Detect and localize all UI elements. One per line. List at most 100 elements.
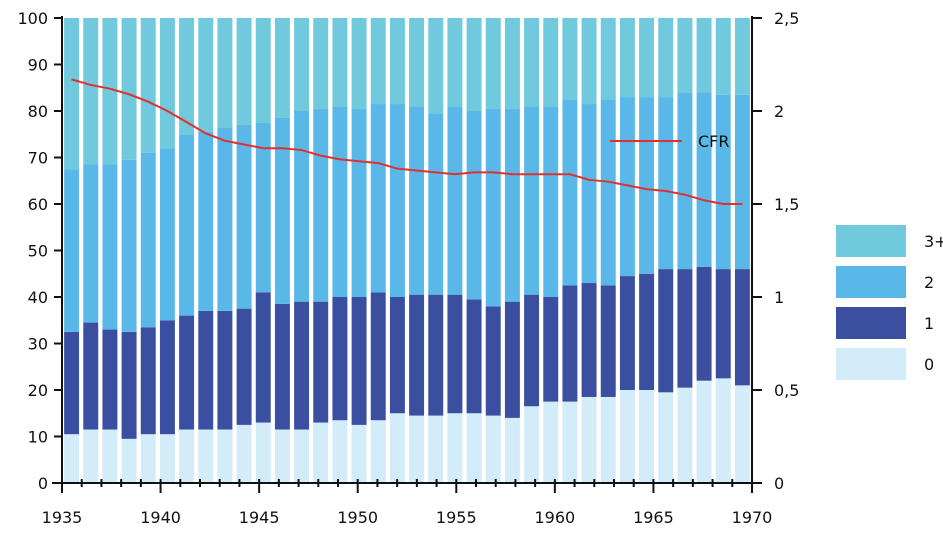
bar-segment-3+-1935 bbox=[64, 18, 80, 170]
bar-segment-2-1970 bbox=[734, 94, 750, 270]
bar-segment-1-1949 bbox=[332, 297, 348, 421]
bar-segment-3+-1959 bbox=[524, 18, 540, 107]
bar-segment-3+-1951 bbox=[370, 18, 386, 105]
bar-segment-1-1939 bbox=[140, 327, 156, 435]
bar-segment-1-1959 bbox=[524, 294, 540, 407]
bar-segment-2-1961 bbox=[562, 99, 578, 286]
right-tick-label: 0 bbox=[774, 474, 784, 493]
bar-segment-2-1968 bbox=[696, 92, 712, 267]
bar-segment-2-1945 bbox=[255, 122, 271, 293]
bar-segment-0-1956 bbox=[466, 413, 482, 483]
bar-segment-2-1969 bbox=[715, 94, 731, 270]
x-tick-label: 1960 bbox=[534, 508, 575, 527]
bar-segment-1-1948 bbox=[313, 301, 329, 423]
bar-segment-0-1937 bbox=[102, 429, 118, 483]
legend-label: 3+ bbox=[924, 232, 943, 251]
bar-segment-0-1941 bbox=[179, 429, 195, 483]
bar-segment-3+-1936 bbox=[83, 18, 99, 165]
left-tick-label: 70 bbox=[28, 149, 48, 168]
bar-segment-0-1969 bbox=[715, 378, 731, 484]
legend-swatch-3+ bbox=[836, 225, 906, 257]
bar-segment-0-1970 bbox=[734, 385, 750, 483]
bar-segment-2-1967 bbox=[677, 92, 693, 270]
bar-segment-0-1943 bbox=[217, 429, 233, 483]
bar-segment-1-1943 bbox=[217, 310, 233, 430]
x-tick-label: 1935 bbox=[42, 508, 83, 527]
bar-segment-1-1952 bbox=[389, 297, 405, 414]
bar-segment-0-1954 bbox=[428, 415, 444, 483]
bar-segment-0-1939 bbox=[140, 434, 156, 483]
bar-segment-3+-1967 bbox=[677, 18, 693, 93]
legend-label: 2 bbox=[924, 273, 934, 292]
left-tick-label: 90 bbox=[28, 56, 48, 75]
bar-segment-3+-1953 bbox=[409, 18, 425, 107]
bar-segment-1-1961 bbox=[562, 285, 578, 402]
bar-segment-2-1965 bbox=[639, 97, 655, 274]
bar-segment-2-1950 bbox=[351, 108, 367, 297]
bar-segment-3+-1969 bbox=[715, 18, 731, 95]
bar-segment-3+-1954 bbox=[428, 18, 444, 114]
legend: 3+ 2 1 0 bbox=[836, 225, 943, 380]
bar-segment-0-1948 bbox=[313, 422, 329, 483]
bar-segment-2-1958 bbox=[504, 108, 520, 302]
bar-segment-1-1963 bbox=[600, 285, 616, 397]
x-tick-label: 1940 bbox=[140, 508, 181, 527]
bar-segment-0-1940 bbox=[159, 434, 175, 483]
bar-segment-1-1960 bbox=[543, 297, 559, 402]
axes-group: 0 10 20 30 40 50 60 70 80 90 100 0 0,5 1 1,5 2 2,5 1935 19… bbox=[17, 9, 799, 527]
bar-segment-0-1955 bbox=[447, 413, 463, 483]
x-tick-label: 1945 bbox=[239, 508, 280, 527]
bar-segment-1-1962 bbox=[581, 283, 597, 397]
bar-segment-1-1968 bbox=[696, 266, 712, 381]
bar-segment-1-1938 bbox=[121, 331, 137, 439]
bar-segment-3+-1964 bbox=[619, 18, 635, 98]
cfr-line-group: CFR bbox=[71, 78, 743, 205]
bar-segment-2-1936 bbox=[83, 164, 99, 323]
bar-segment-0-1949 bbox=[332, 420, 348, 483]
bar-segment-3+-1956 bbox=[466, 18, 482, 111]
bar-segment-0-1958 bbox=[504, 417, 520, 483]
bar-segment-2-1957 bbox=[485, 108, 501, 307]
x-tick-label: 1950 bbox=[337, 508, 378, 527]
bar-segment-0-1964 bbox=[619, 390, 635, 483]
bar-segment-0-1960 bbox=[543, 401, 559, 484]
left-tick-label: 20 bbox=[28, 381, 48, 400]
right-tick-label: 1,5 bbox=[774, 195, 799, 214]
bar-segment-1-1954 bbox=[428, 294, 444, 416]
bar-segment-0-1936 bbox=[83, 429, 99, 483]
bar-segment-1-1940 bbox=[159, 320, 175, 435]
bar-segment-2-1935 bbox=[64, 169, 80, 332]
legend-swatch-0 bbox=[836, 348, 906, 380]
bar-segment-1-1958 bbox=[504, 301, 520, 418]
right-tick-label: 2,5 bbox=[774, 9, 799, 28]
bar-segment-3+-1950 bbox=[351, 18, 367, 109]
left-tick-label: 80 bbox=[28, 102, 48, 121]
bar-segment-0-1946 bbox=[274, 429, 290, 483]
legend-label: 1 bbox=[924, 314, 934, 333]
bar-segment-1-1946 bbox=[274, 303, 290, 430]
bar-segment-3+-1958 bbox=[504, 18, 520, 109]
bar-segment-1-1967 bbox=[677, 269, 693, 388]
bar-segment-1-1937 bbox=[102, 329, 118, 430]
bar-segment-2-1951 bbox=[370, 104, 386, 293]
bar-segment-2-1948 bbox=[313, 108, 329, 302]
bar-segment-3+-1943 bbox=[217, 18, 233, 128]
bar-segment-3+-1946 bbox=[274, 18, 290, 118]
left-tick-label: 50 bbox=[28, 242, 48, 261]
bar-segment-0-1935 bbox=[64, 434, 80, 483]
bar-segment-0-1950 bbox=[351, 424, 367, 484]
bar-segment-0-1967 bbox=[677, 387, 693, 483]
bar-segment-3+-1940 bbox=[159, 18, 175, 149]
bar-segment-3+-1957 bbox=[485, 18, 501, 109]
bar-segment-3+-1970 bbox=[734, 18, 750, 95]
bar-segment-3+-1961 bbox=[562, 18, 578, 100]
bar-segment-0-1945 bbox=[255, 422, 271, 483]
bar-segment-1-1942 bbox=[198, 310, 214, 430]
bar-segment-1-1966 bbox=[658, 269, 674, 393]
bar-segment-3+-1945 bbox=[255, 18, 271, 123]
bar-segment-1-1951 bbox=[370, 292, 386, 421]
bar-segment-1-1969 bbox=[715, 269, 731, 379]
bar-segment-2-1937 bbox=[102, 164, 118, 330]
bar-segment-2-1960 bbox=[543, 106, 559, 297]
bar-segment-3+-1939 bbox=[140, 18, 156, 153]
